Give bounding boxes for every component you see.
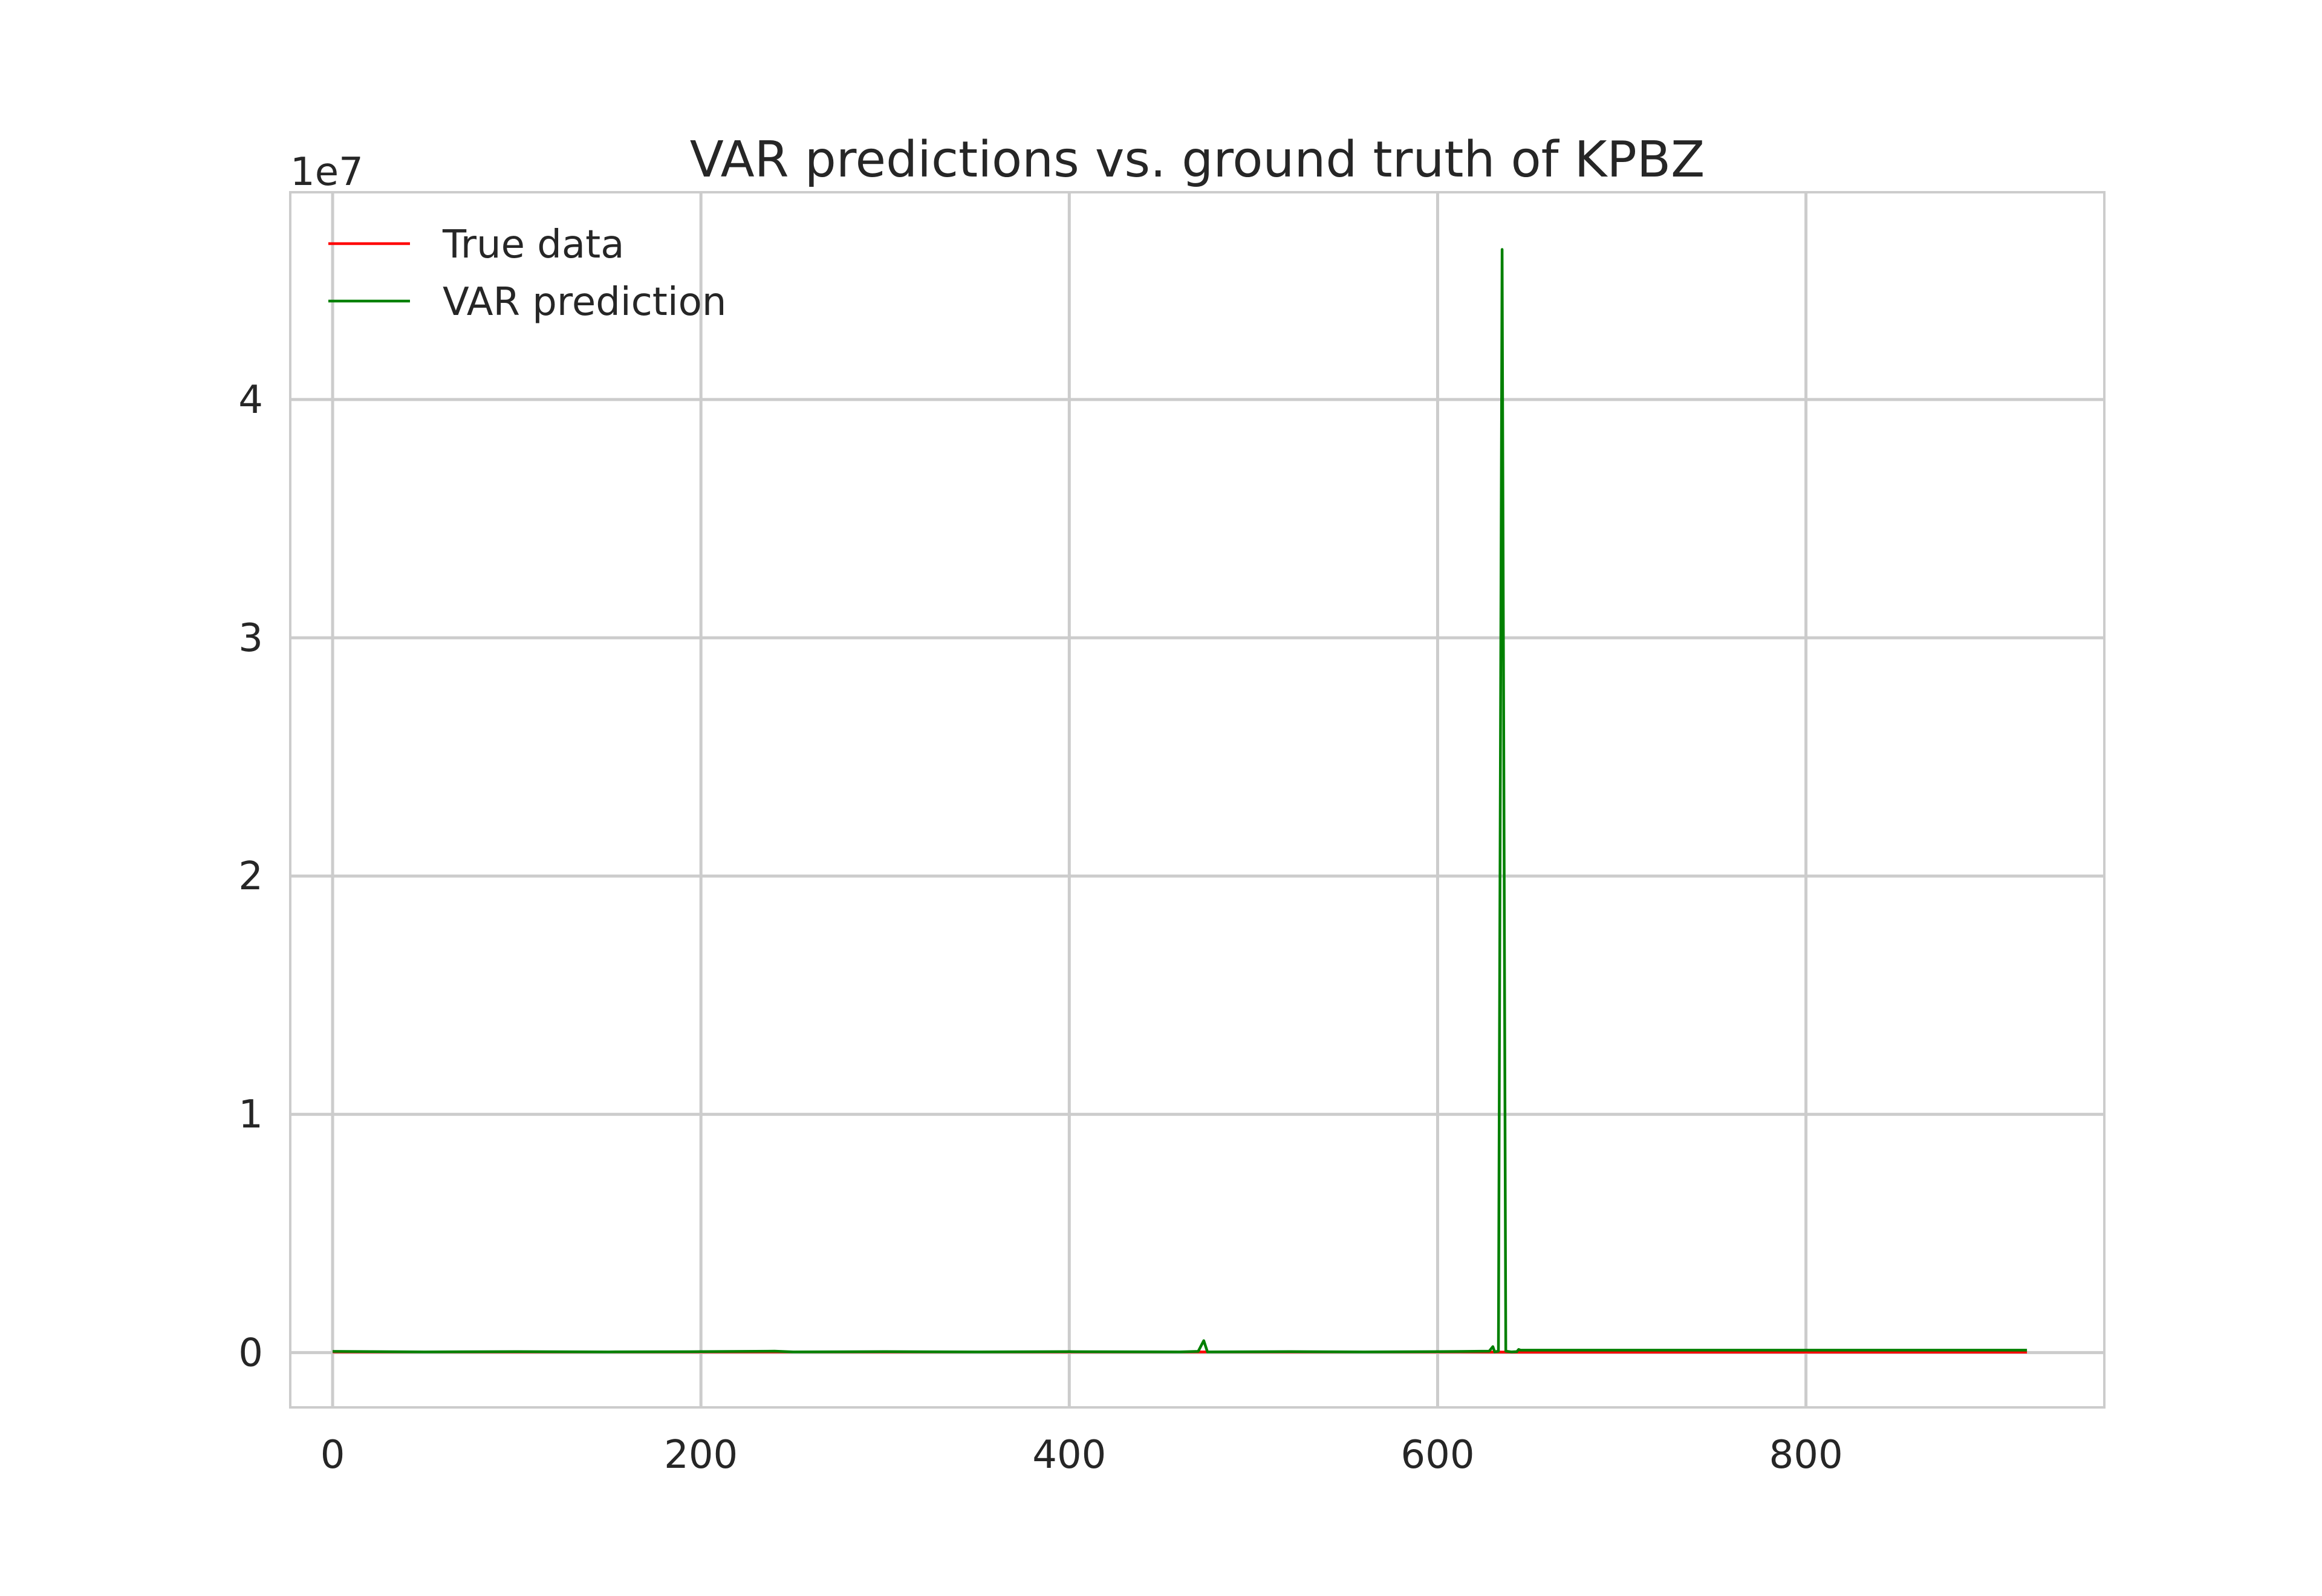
y-axis-ticks: 0 1 2 3 4 [238,378,263,1375]
x-axis-ticks: 0 200 400 600 800 [320,1433,1843,1478]
x-tick-label: 800 [1769,1433,1843,1478]
y-tick-label: 1 [238,1092,263,1137]
chart-title: VAR predictions vs. ground truth of KPBZ [690,131,1705,189]
plot-frame [289,191,2106,1409]
y-axis-offset-label: 1e7 [290,150,363,195]
series-line-var-prediction [333,248,2028,1354]
legend: True data VAR prediction [328,222,726,325]
y-tick-label: 0 [238,1331,263,1375]
x-tick-label: 200 [664,1433,738,1478]
y-tick-label: 2 [238,854,263,899]
y-tick-label: 4 [238,378,263,423]
x-tick-label: 400 [1032,1433,1106,1478]
x-tick-label: 600 [1400,1433,1474,1478]
legend-label: VAR prediction [443,280,726,325]
y-tick-label: 3 [238,616,263,661]
legend-label: True data [442,222,624,267]
series-layer [333,248,2028,1354]
x-tick-label: 0 [320,1433,345,1478]
